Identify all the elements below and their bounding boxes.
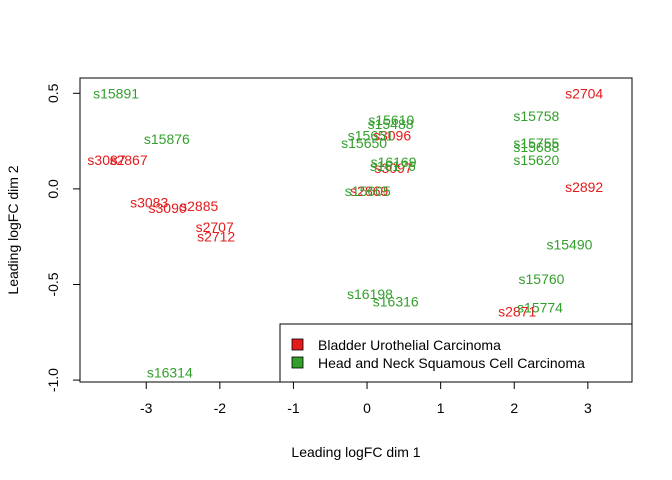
point-label: s2869 bbox=[350, 183, 388, 199]
x-axis: -3 -2 -1 0 1 2 3 bbox=[140, 381, 592, 416]
point-label: s15774 bbox=[517, 299, 563, 315]
y-axis-label: Leading logFC dim 2 bbox=[5, 165, 21, 294]
point-label: s15620 bbox=[513, 152, 559, 168]
point-label: s16198 bbox=[347, 286, 393, 302]
point-label: s2871 bbox=[498, 303, 536, 319]
point-label: s2867 bbox=[109, 152, 147, 168]
point-label: s3097 bbox=[374, 160, 412, 176]
x-tick-label: -1 bbox=[287, 400, 300, 416]
point-label: s2707 bbox=[196, 219, 234, 235]
point-label: s15688 bbox=[513, 139, 559, 155]
point-label: s15490 bbox=[546, 236, 592, 252]
y-tick-label: -0.5 bbox=[45, 272, 61, 296]
point-label: s3096 bbox=[373, 127, 411, 143]
point-label: s2885 bbox=[180, 198, 218, 214]
point-label: s15876 bbox=[144, 131, 190, 147]
point-label: s15651 bbox=[348, 127, 394, 143]
legend-label-bladder: Bladder Urothelial Carcinoma bbox=[318, 337, 501, 353]
point-label: s2892 bbox=[565, 179, 603, 195]
x-tick-label: 1 bbox=[437, 400, 445, 416]
y-tick-label: 0.0 bbox=[45, 179, 61, 199]
point-label: s16314 bbox=[147, 364, 193, 380]
x-tick-label: -3 bbox=[140, 400, 153, 416]
point-label: s3090 bbox=[149, 200, 187, 216]
point-label: s15605 bbox=[345, 183, 391, 199]
point-label: s15891 bbox=[93, 85, 139, 101]
legend-swatch-bladder bbox=[291, 338, 304, 351]
legend-label-head-neck: Head and Neck Squamous Cell Carcinoma bbox=[318, 355, 585, 371]
y-tick-label: 0.5 bbox=[45, 83, 61, 103]
point-label: s3083 bbox=[130, 194, 168, 210]
x-axis-label: Leading logFC dim 1 bbox=[291, 444, 420, 460]
point-label: s15488 bbox=[368, 116, 414, 132]
x-tick-label: 3 bbox=[584, 400, 592, 416]
point-label: s15760 bbox=[519, 271, 565, 287]
point-label: s2712 bbox=[197, 229, 235, 245]
point-label: s16176 bbox=[370, 158, 416, 174]
point-label: s3087 bbox=[87, 152, 125, 168]
point-label: s15758 bbox=[513, 108, 559, 124]
point-label: s16316 bbox=[373, 294, 419, 310]
legend-box bbox=[279, 323, 633, 383]
point-label: s15650 bbox=[341, 135, 387, 151]
x-tick-label: 2 bbox=[510, 400, 518, 416]
x-tick-label: 0 bbox=[363, 400, 371, 416]
point-label: s15610 bbox=[368, 112, 414, 128]
point-label: s16169 bbox=[371, 154, 417, 170]
x-tick-label: -2 bbox=[214, 400, 227, 416]
y-axis: -1.0 -0.5 0.0 0.5 bbox=[45, 83, 81, 392]
legend: Bladder Urothelial Carcinoma Head and Ne… bbox=[279, 323, 633, 383]
point-label: s15755 bbox=[513, 135, 559, 151]
point-label: s2704 bbox=[565, 85, 603, 101]
legend-swatch-head-neck bbox=[291, 356, 304, 369]
y-tick-label: -1.0 bbox=[45, 368, 61, 392]
